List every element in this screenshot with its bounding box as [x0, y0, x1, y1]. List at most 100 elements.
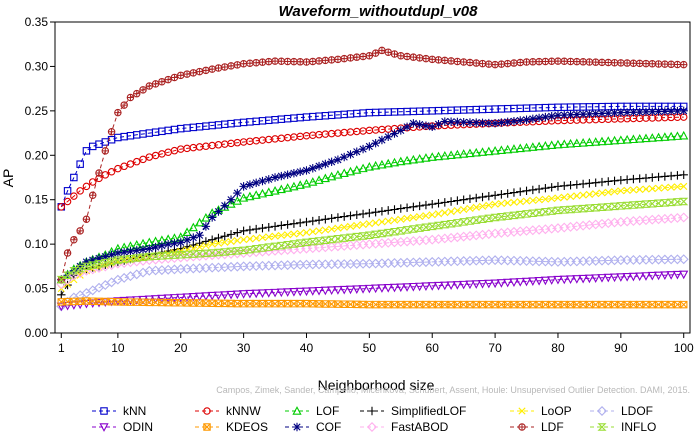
data-point-odin: [352, 285, 362, 294]
data-point-cof: [195, 231, 204, 240]
data-point-lof: [653, 132, 664, 142]
data-point-simplifiedlof: [295, 218, 305, 228]
data-point-odin: [301, 287, 312, 297]
data-point-inflo: [56, 275, 66, 284]
data-point-ldf: [283, 57, 292, 66]
data-point-ldf: [623, 59, 631, 67]
data-point-ldf: [566, 57, 575, 66]
data-point-cof: [377, 135, 387, 145]
data-point-inflo: [320, 236, 330, 244]
data-point-simplifiedlof: [289, 219, 299, 228]
data-point-simplifiedlof: [396, 204, 405, 213]
data-point-ldf: [214, 64, 223, 72]
data-point-cof: [553, 111, 563, 120]
data-point-inflo: [628, 201, 638, 209]
data-point-simplifiedlof: [591, 178, 600, 187]
data-point-odin: [459, 280, 469, 290]
data-point-odin: [509, 278, 519, 288]
data-point-cof: [75, 262, 85, 271]
data-point-odin: [383, 284, 393, 293]
legend-item-knn: kNN: [92, 404, 146, 418]
data-point-lof: [433, 151, 444, 161]
data-point-simplifiedlof: [264, 223, 273, 232]
y-tick-label: 0.35: [25, 15, 49, 29]
data-point-ldof: [521, 256, 532, 267]
data-point-cof: [641, 107, 651, 117]
data-point-lof: [182, 227, 192, 236]
data-point-lof: [465, 148, 475, 158]
data-point-lof: [308, 177, 318, 186]
data-point-ldf: [585, 58, 594, 66]
data-point-cof: [251, 178, 261, 188]
data-point-loop: [384, 217, 392, 225]
data-point-loop: [233, 237, 241, 245]
data-point-ldf: [63, 249, 72, 257]
data-point-inflo: [157, 252, 167, 260]
data-point-inflo: [647, 199, 657, 208]
data-point-lof: [578, 137, 588, 147]
data-point-loop: [460, 205, 468, 214]
data-point-cof: [94, 254, 104, 263]
data-point-ldf: [403, 52, 411, 61]
data-point-ldf: [378, 46, 386, 55]
data-point-cof: [82, 257, 91, 267]
data-point-simplifiedlof: [478, 192, 487, 202]
data-point-odin: [238, 290, 249, 299]
data-point-lof: [572, 138, 582, 148]
data-point-ldf: [195, 67, 204, 76]
data-point-lof: [295, 180, 305, 189]
data-point-ldf: [239, 60, 248, 68]
data-point-loop: [642, 185, 650, 193]
data-point-loop: [447, 208, 455, 216]
data-point-simplifiedlof: [484, 191, 494, 201]
data-point-simplifiedlof: [610, 176, 619, 185]
series-line-inflo: [61, 201, 684, 281]
data-point-simplifiedlof: [566, 180, 575, 190]
legend-label: LDF: [541, 420, 564, 434]
data-point-simplifiedlof: [346, 211, 355, 220]
data-point-odin: [364, 284, 374, 294]
data-point-simplifiedlof: [402, 203, 412, 212]
data-point-inflo: [433, 221, 444, 230]
data-point-simplifiedlof: [201, 237, 211, 246]
data-point-ldf: [208, 65, 216, 73]
data-point-ldf: [510, 59, 518, 67]
data-point-odin: [251, 289, 261, 299]
data-point-odin: [226, 290, 236, 300]
data-point-cof: [327, 157, 336, 167]
data-point-inflo: [540, 208, 550, 216]
data-point-odin: [547, 276, 557, 285]
data-point-loop: [441, 209, 449, 217]
data-point-odin: [540, 276, 551, 286]
data-point-inflo: [465, 217, 475, 225]
data-point-ldof: [534, 256, 545, 267]
data-point-cof: [201, 222, 211, 231]
data-point-lof: [289, 181, 299, 191]
data-point-lof: [333, 169, 343, 179]
x-tick-label: 20: [174, 341, 188, 355]
data-point-lof: [477, 147, 488, 156]
data-point-inflo: [654, 199, 664, 208]
data-point-inflo: [151, 252, 161, 260]
data-point-odin: [358, 285, 368, 294]
data-point-lof: [345, 166, 356, 176]
data-point-lof: [459, 149, 469, 158]
data-point-lof: [679, 130, 689, 140]
data-point-odin: [295, 287, 305, 297]
data-point-cof: [365, 142, 374, 151]
data-point-cof: [465, 118, 475, 127]
data-point-knnw: [101, 171, 110, 179]
data-point-inflo: [547, 207, 557, 215]
data-point-ldof: [502, 255, 513, 266]
data-point-cof: [352, 147, 361, 156]
data-point-lof: [622, 134, 632, 144]
data-point-inflo: [207, 249, 217, 257]
data-point-simplifiedlof: [522, 186, 531, 196]
data-point-inflo: [559, 206, 569, 214]
series-knnw: [57, 113, 688, 211]
data-point-knnw: [107, 167, 116, 176]
data-point-cof: [283, 170, 292, 179]
data-point-loop: [680, 182, 688, 190]
data-point-inflo: [364, 231, 374, 240]
data-point-inflo: [383, 228, 393, 237]
